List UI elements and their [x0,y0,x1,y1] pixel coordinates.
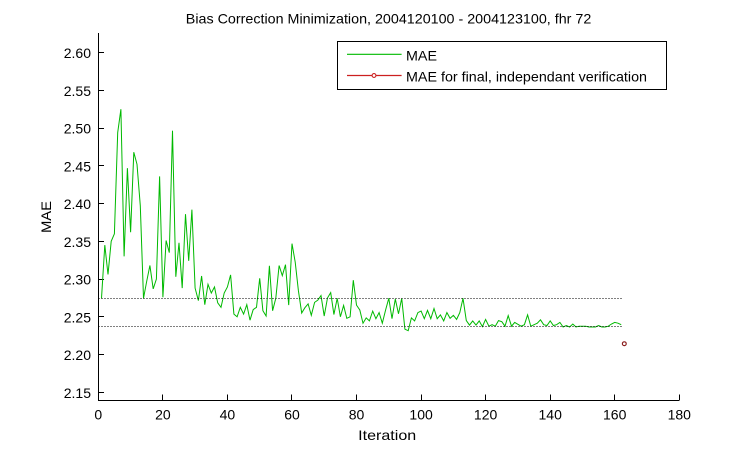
svg-text:Bias Correction Minimization,: Bias Correction Minimization, 2004120100… [186,11,592,27]
svg-text:80: 80 [349,407,365,423]
svg-text:MAE for final, independant ver: MAE for final, independant verification [406,69,647,85]
svg-text:120: 120 [474,407,498,423]
svg-text:20: 20 [155,407,171,423]
svg-text:MAE: MAE [38,201,54,233]
svg-text:60: 60 [284,407,300,423]
svg-text:100: 100 [409,407,433,423]
svg-text:40: 40 [220,407,236,423]
svg-text:MAE: MAE [406,48,437,64]
svg-text:140: 140 [539,407,563,423]
svg-text:Iteration: Iteration [358,427,416,443]
svg-text:2.35: 2.35 [64,234,91,250]
svg-text:2.60: 2.60 [64,45,91,61]
svg-text:2.15: 2.15 [64,385,91,401]
svg-text:2.45: 2.45 [64,158,91,174]
svg-text:0: 0 [94,407,102,423]
svg-text:160: 160 [603,407,627,423]
svg-text:180: 180 [668,407,692,423]
svg-text:2.40: 2.40 [64,196,91,212]
svg-text:2.30: 2.30 [64,272,91,288]
svg-text:2.25: 2.25 [64,309,91,325]
svg-text:2.50: 2.50 [64,121,91,137]
svg-text:2.55: 2.55 [64,83,91,99]
svg-text:2.20: 2.20 [64,347,91,363]
